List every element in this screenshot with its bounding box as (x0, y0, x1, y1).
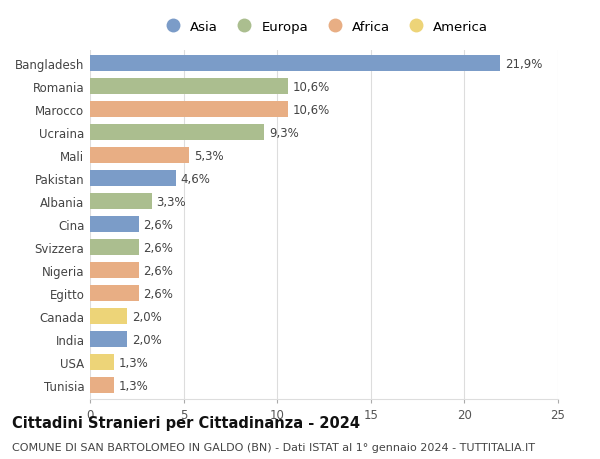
Text: 10,6%: 10,6% (293, 81, 331, 94)
Bar (90, 240, 139, 256)
Text: 10,6%: 10,6% (293, 104, 331, 117)
Bar (90, 125, 264, 141)
Text: 3,3%: 3,3% (157, 196, 186, 208)
Text: 1,3%: 1,3% (119, 356, 149, 369)
Bar (90, 217, 139, 233)
Bar (90, 308, 127, 325)
Bar (90, 102, 289, 118)
Text: Cittadini Stranieri per Cittadinanza - 2024: Cittadini Stranieri per Cittadinanza - 2… (12, 415, 360, 431)
Text: 2,6%: 2,6% (143, 218, 173, 231)
Text: 2,0%: 2,0% (132, 310, 162, 323)
Text: 2,6%: 2,6% (143, 287, 173, 300)
Bar (90, 263, 139, 279)
Bar (90, 171, 176, 187)
Bar (90, 354, 115, 371)
Bar (90, 377, 115, 393)
Text: 4,6%: 4,6% (181, 173, 211, 185)
Text: 21,9%: 21,9% (505, 58, 542, 71)
Bar (90, 148, 189, 164)
Bar (90, 285, 139, 302)
Bar (90, 194, 152, 210)
Text: 2,6%: 2,6% (143, 241, 173, 254)
Bar (90, 79, 289, 95)
Text: 2,0%: 2,0% (132, 333, 162, 346)
Bar (90, 56, 500, 72)
Bar (90, 331, 127, 348)
Text: 9,3%: 9,3% (269, 127, 299, 140)
Legend: Asia, Europa, Africa, America: Asia, Europa, Africa, America (154, 15, 494, 39)
Text: 2,6%: 2,6% (143, 264, 173, 277)
Text: 1,3%: 1,3% (119, 379, 149, 392)
Text: COMUNE DI SAN BARTOLOMEO IN GALDO (BN) - Dati ISTAT al 1° gennaio 2024 - TUTTITA: COMUNE DI SAN BARTOLOMEO IN GALDO (BN) -… (12, 442, 535, 452)
Text: 5,3%: 5,3% (194, 150, 224, 162)
